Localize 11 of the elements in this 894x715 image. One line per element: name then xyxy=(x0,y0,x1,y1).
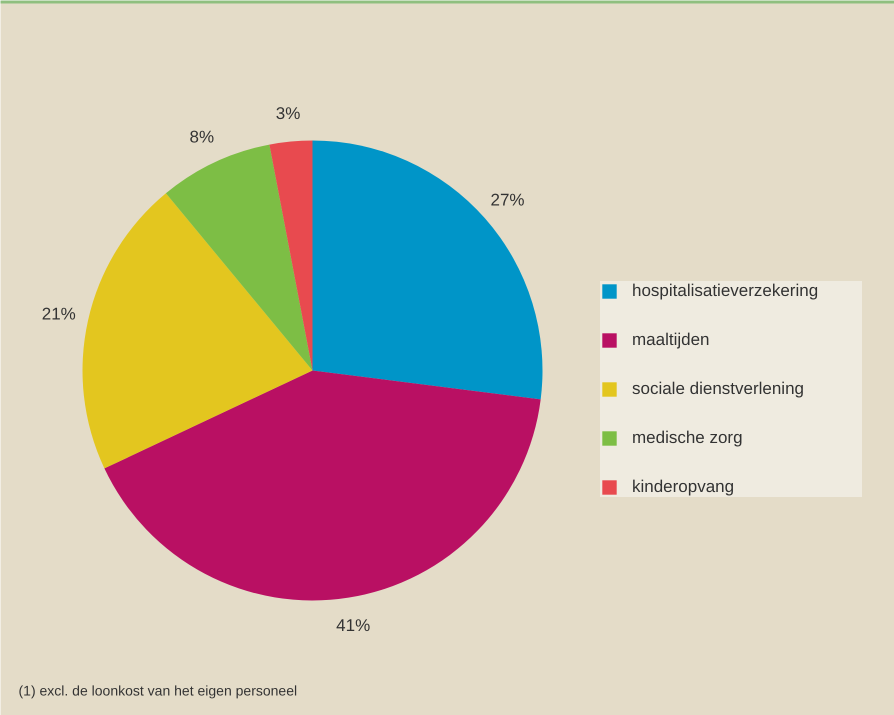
legend-label: sociale dienstverlening xyxy=(632,379,805,399)
legend-label: kinderopvang xyxy=(632,477,736,497)
legend-label: medische zorg xyxy=(632,428,744,448)
text: (1) excl. de loonkost van het eigen personeel xyxy=(18,682,298,698)
data-label: 27% xyxy=(490,190,525,210)
legend-label: maaltijden xyxy=(632,330,710,350)
data-label: 41% xyxy=(336,616,370,635)
data-label: 3% xyxy=(276,104,300,124)
legend-label: hospitalisatieverzekering xyxy=(632,281,820,301)
data-label: 8% xyxy=(190,128,214,147)
data-label: 21% xyxy=(42,304,76,324)
